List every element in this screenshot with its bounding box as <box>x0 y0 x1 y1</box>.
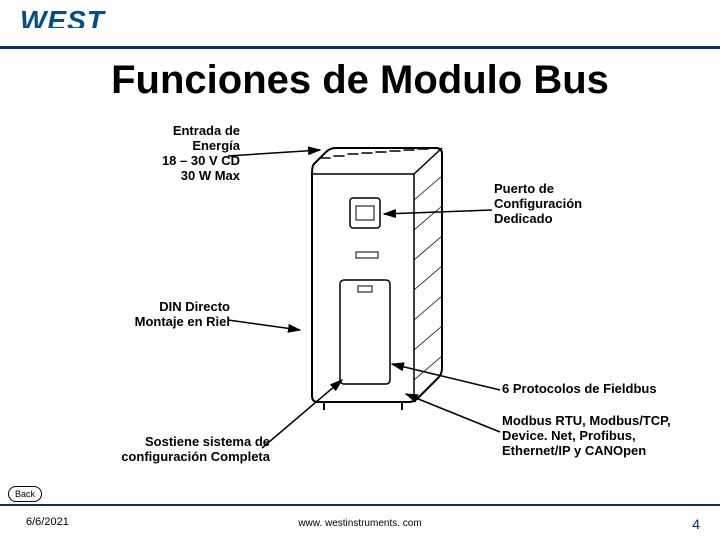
device-illustration <box>294 140 464 410</box>
back-button[interactable]: Back <box>8 486 42 502</box>
annotation-protocols: 6 Protocolos de Fieldbus <box>502 382 702 397</box>
footer-rule <box>0 504 720 506</box>
annotation-port-l2: Configuración <box>494 196 582 211</box>
annotation-config-l1: Sostiene sistema de <box>145 434 270 449</box>
annotation-energy-l3: 18 – 30 V CD <box>162 153 240 168</box>
annotation-port-l1: Puerto de <box>494 181 554 196</box>
annotation-modbus-l2: Device. Net, Profibus, <box>502 428 636 443</box>
annotation-energy-l1: Entrada de <box>173 123 240 138</box>
footer-url: www. westinstruments. com <box>0 518 720 529</box>
header-rule <box>0 46 720 49</box>
page-title: Funciones de Modulo Bus <box>0 58 720 103</box>
annotation-port-l3: Dedicado <box>494 211 553 226</box>
slide: WEST Temperature Control Solutions Funci… <box>0 0 720 540</box>
annotation-din-l2: Montaje en Riel <box>135 314 230 329</box>
annotation-energy-l2: Energía <box>192 138 240 153</box>
annotation-modbus-l1: Modbus RTU, Modbus/TCP, <box>502 413 671 428</box>
annotation-energy-l4: 30 W Max <box>181 168 240 183</box>
annotation-modbus-l3: Ethernet/IP y CANOpen <box>502 443 646 458</box>
annotation-modbus: Modbus RTU, Modbus/TCP, Device. Net, Pro… <box>502 414 702 459</box>
annotation-port: Puerto de Configuración Dedicado <box>494 182 654 227</box>
annotation-config-l2: configuración Completa <box>121 449 270 464</box>
annotation-din-l1: DIN Directo <box>159 299 230 314</box>
annotation-din: DIN Directo Montaje en Riel <box>80 300 230 330</box>
annotation-energy: Entrada de Energía 18 – 30 V CD 30 W Max <box>100 124 240 184</box>
footer-page-number: 4 <box>692 516 700 532</box>
annotation-config: Sostiene sistema de configuración Comple… <box>100 435 270 465</box>
